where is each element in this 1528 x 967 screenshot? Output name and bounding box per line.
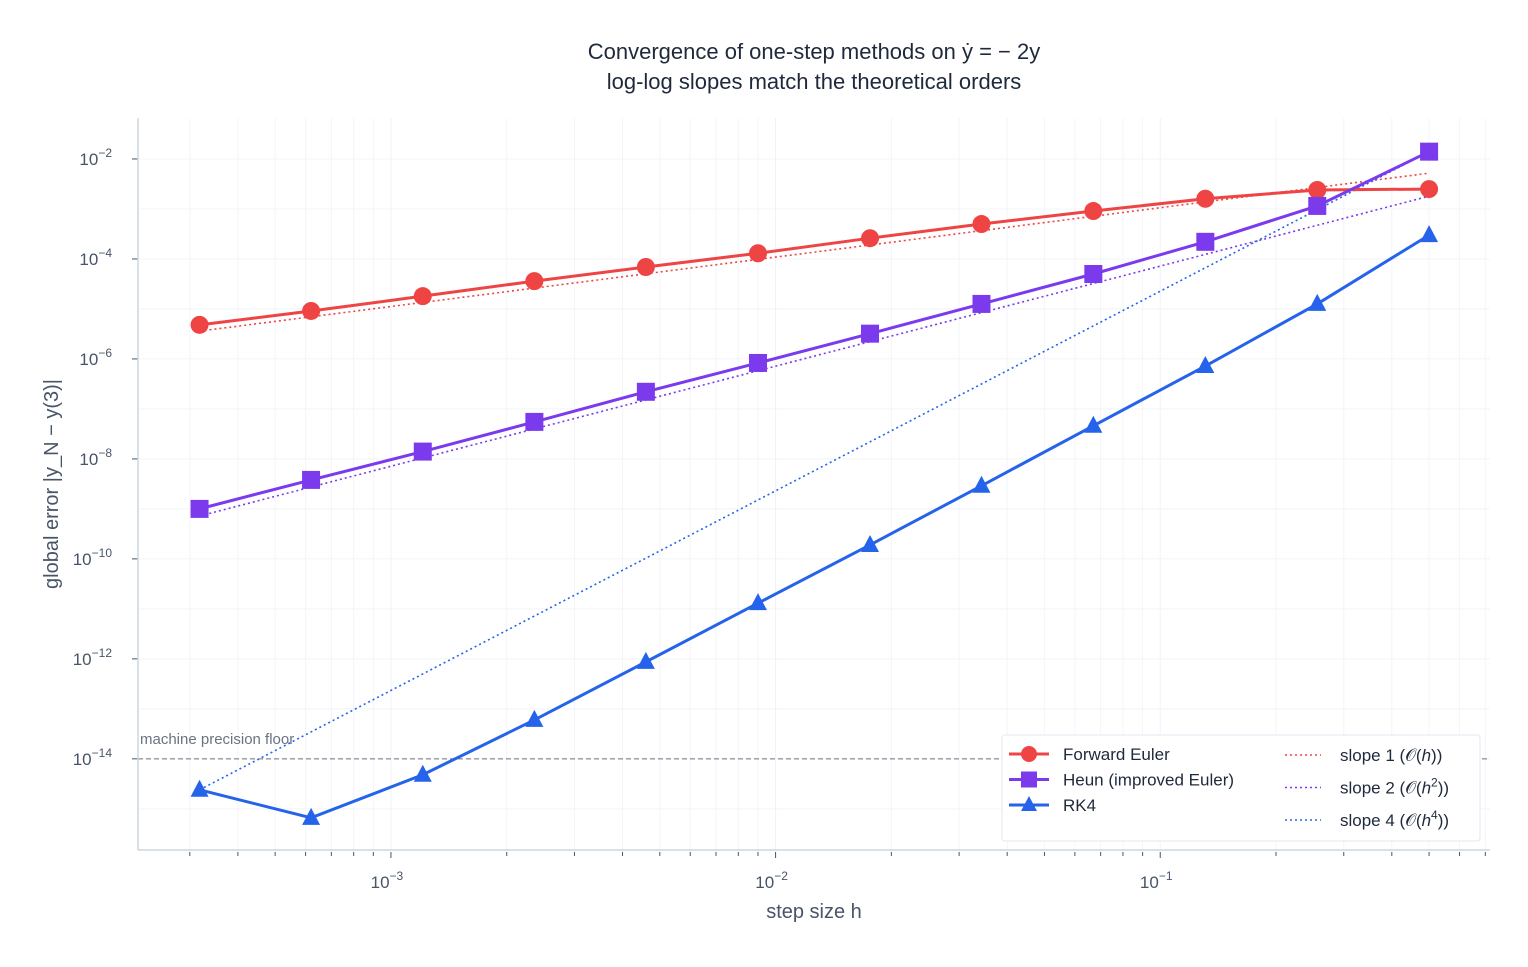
square-marker [972,294,991,313]
series-line [199,150,1430,511]
square-marker [1084,264,1103,283]
legend-label: Heun (improved Euler) [1063,771,1234,790]
triangle-marker [525,709,544,727]
square-marker [748,353,767,372]
chart-title: Convergence of one-step methods on ẏ = −… [588,39,1041,64]
square-marker [1196,232,1215,251]
reference-line-slope-1 [199,172,1430,332]
reference-line-slope-4 [199,150,1430,791]
circle-marker [413,287,432,306]
square-marker [1420,142,1439,161]
circle-marker [1196,189,1215,208]
x-axis-label: step size h [766,901,862,923]
triangle-marker [1084,415,1103,433]
legend-label: slope 4 (𝒪(h4)) [1340,808,1449,830]
circle-marker [1420,180,1439,199]
x-tick-label: 10−2 [755,869,788,892]
floor-label: machine precision floor [140,731,294,748]
legend-label: slope 1 (𝒪(h)) [1340,746,1442,765]
triangle-marker [861,534,880,552]
triangle-marker [302,807,321,825]
legend: Forward Euler Heun (improved Euler) RK4 slo… [1001,734,1481,842]
x-tick-label: 10−3 [371,869,404,892]
triangle-marker [1308,293,1327,311]
circle-marker [861,229,880,248]
square-marker [302,470,321,489]
machine-precision-floor: machine precision floor [138,731,1490,760]
y-tick-label: 10−14 [73,746,113,769]
triangle-marker [190,779,209,797]
square-marker [1308,196,1327,215]
series-circle [190,180,1439,334]
series-line [199,187,1430,327]
circle-marker [972,215,991,234]
circle-marker [1021,746,1037,762]
triangle-marker [1420,225,1439,243]
square-marker [1021,771,1037,788]
square-marker [636,382,655,401]
legend-box [1001,734,1481,842]
legend-label: RK4 [1063,796,1096,815]
triangle-marker [636,651,655,669]
axes: 10−3 10−2 10−1 10−2 10−4 10−6 10−8 10−10 10−12 10… [73,118,1490,892]
reference-line-slope-2 [199,195,1430,517]
circle-marker [302,301,321,320]
y-tick-label: 10−2 [79,146,112,169]
series-group [190,142,1439,825]
triangle-marker [972,475,991,493]
grid [138,118,1490,850]
circle-marker [1084,202,1103,221]
reference-lines [199,150,1430,791]
series-triangle [190,225,1439,825]
y-tick-label: 10−4 [79,246,112,269]
circle-marker [525,272,544,291]
y-tick-label: 10−10 [73,546,113,569]
triangle-marker [748,593,767,611]
y-axis-label: global error |y_N − y(3)| [41,379,63,589]
x-tick-label: 10−1 [1140,869,1173,892]
circle-marker [190,315,209,334]
circle-marker [748,244,767,263]
legend-label: Forward Euler [1063,745,1170,764]
series-square [190,142,1439,518]
square-marker [413,442,432,461]
square-marker [525,412,544,431]
legend-label: slope 2 (𝒪(h2)) [1340,776,1449,798]
y-tick-label: 10−12 [73,646,113,669]
y-tick-label: 10−6 [79,346,112,369]
square-marker [861,324,880,343]
triangle-marker [413,764,432,782]
triangle-marker [1021,796,1037,811]
triangle-marker [1196,356,1215,374]
square-marker [190,499,209,518]
series-line [199,233,1430,820]
chart-subtitle: log-log slopes match the theoretical ord… [607,69,1022,94]
y-tick-label: 10−8 [79,446,112,469]
circle-marker [636,257,655,276]
circle-marker [1308,180,1327,199]
